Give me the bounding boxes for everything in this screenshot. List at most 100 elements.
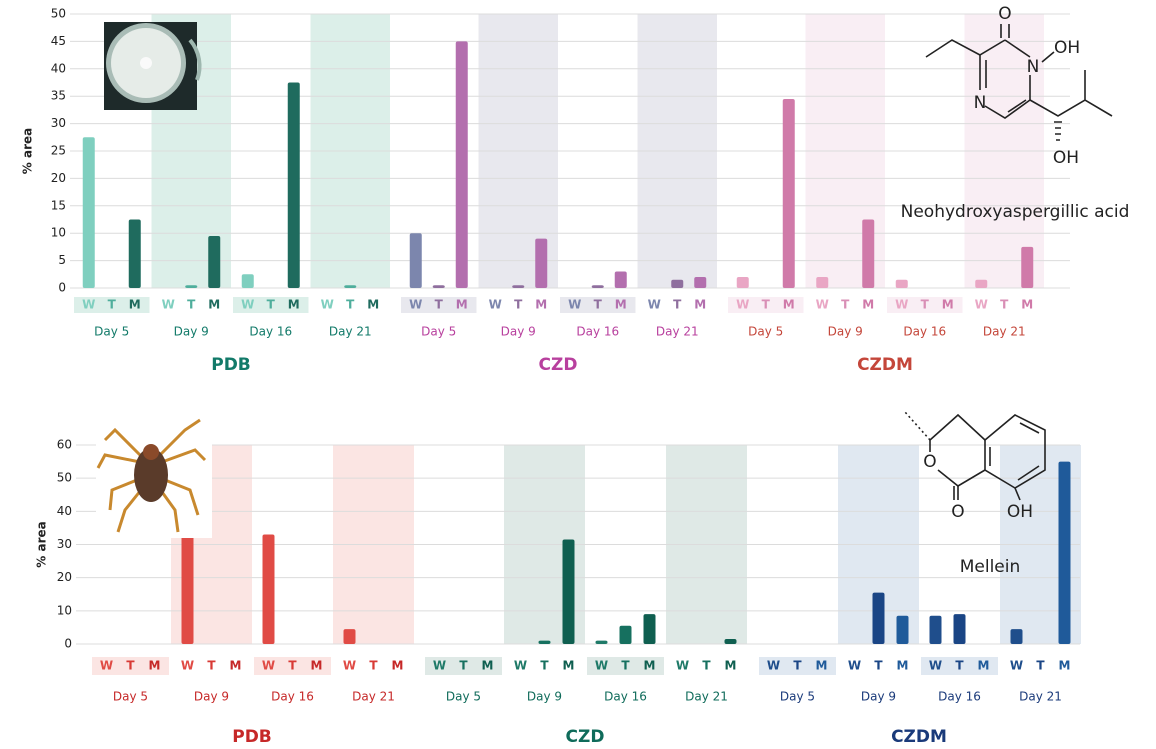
bar [432, 285, 445, 288]
series-letter: T [874, 659, 883, 673]
y-tick-label: 60 [57, 438, 72, 452]
series-letter: M [563, 659, 575, 673]
series-letter: T [267, 298, 276, 312]
bar [862, 219, 875, 288]
y-tick-label: 0 [64, 637, 72, 651]
series-letter: M [535, 298, 547, 312]
y-tick-label: 10 [57, 603, 72, 617]
series-letter: W [262, 659, 275, 673]
bar [975, 279, 988, 288]
bar [694, 277, 707, 288]
bar [455, 41, 468, 289]
y-axis-label: % area [21, 128, 35, 174]
series-letter: M [644, 659, 656, 673]
chemical-structure: O OH N N OH Neohydroxyaspergillic acid [901, 4, 1130, 222]
day-label: Day 21 [983, 325, 1026, 339]
series-letter: W [895, 298, 908, 312]
bar [128, 219, 141, 288]
series-letter: T [673, 298, 682, 312]
series-letter: M [288, 298, 300, 312]
label-band [92, 657, 169, 675]
day-label: Day 5 [446, 690, 481, 704]
series-letter: T [793, 659, 802, 673]
series-letter: T [621, 659, 630, 673]
day-label: Day 21 [1019, 690, 1062, 704]
petri-dish-photo [104, 22, 202, 110]
series-letter: M [149, 659, 161, 673]
day-label: Day 9 [174, 325, 209, 339]
compound-name: Neohydroxyaspergillic acid [901, 202, 1130, 222]
series-letter: T [1000, 298, 1009, 312]
series-letter: T [187, 298, 196, 312]
series-letter: W [241, 298, 254, 312]
group-title: PDB [211, 355, 251, 375]
series-letter: W [343, 659, 356, 673]
series-letter: W [848, 659, 861, 673]
series-letter: W [929, 659, 942, 673]
series-letter: W [489, 298, 502, 312]
series-letter: W [514, 659, 527, 673]
day-label: Day 9 [501, 325, 536, 339]
y-axis-label: % area [35, 521, 49, 567]
bar [562, 539, 575, 644]
series-letter: W [676, 659, 689, 673]
label-band [425, 657, 502, 675]
bar [896, 615, 909, 644]
group-title: CZD [539, 355, 578, 375]
y-tick-label: 45 [51, 34, 66, 48]
label-band [759, 657, 836, 675]
bar [409, 233, 422, 288]
series-letter: M [897, 659, 909, 673]
series-letter: T [126, 659, 135, 673]
series-letter: T [702, 659, 711, 673]
series-letter: T [762, 298, 771, 312]
atom-label: O [923, 452, 936, 472]
series-letter: W [1010, 659, 1023, 673]
background-layer [70, 13, 1081, 675]
bar [671, 279, 684, 288]
bar [343, 629, 356, 644]
series-letter: W [82, 298, 95, 312]
series-letter: W [433, 659, 446, 673]
y-tick-label: 50 [57, 471, 72, 485]
series-letter: M [230, 659, 242, 673]
bar [736, 277, 749, 288]
series-letter: W [100, 659, 113, 673]
day-label: Day 9 [194, 690, 229, 704]
day-label: Day 16 [938, 690, 981, 704]
series-letter: W [409, 298, 422, 312]
label-band [560, 297, 636, 313]
series-letter: W [736, 298, 749, 312]
y-tick-label: 30 [57, 537, 72, 551]
atom-label: OH [1053, 148, 1079, 168]
series-letter: M [862, 298, 874, 312]
day-label: Day 9 [527, 690, 562, 704]
bar [595, 640, 608, 644]
atom-label: OH [1007, 502, 1033, 522]
bar [929, 615, 942, 644]
bar [614, 271, 627, 288]
series-letter: T [435, 298, 444, 312]
day-label: Day 21 [352, 690, 395, 704]
series-letter: M [129, 298, 141, 312]
y-tick-label: 10 [51, 226, 66, 240]
day-label: Day 9 [828, 325, 863, 339]
day-label: Day 9 [861, 690, 896, 704]
series-letter: M [978, 659, 990, 673]
bar [241, 274, 254, 288]
y-tick-label: 0 [58, 281, 66, 295]
y-tick-label: 40 [57, 504, 72, 518]
series-letter: W [162, 298, 175, 312]
series-letter: M [725, 659, 737, 673]
bar [782, 98, 795, 288]
bar [619, 625, 632, 644]
chemical-structure: O O OH Mellein [904, 411, 1046, 577]
series-letter: M [694, 298, 706, 312]
y-tick-label: 30 [51, 116, 66, 130]
series-letter: W [595, 659, 608, 673]
label-band [254, 657, 331, 675]
bar [538, 640, 551, 644]
series-letter: T [346, 298, 355, 312]
label-band [728, 297, 804, 313]
y-tick-label: 20 [57, 570, 72, 584]
